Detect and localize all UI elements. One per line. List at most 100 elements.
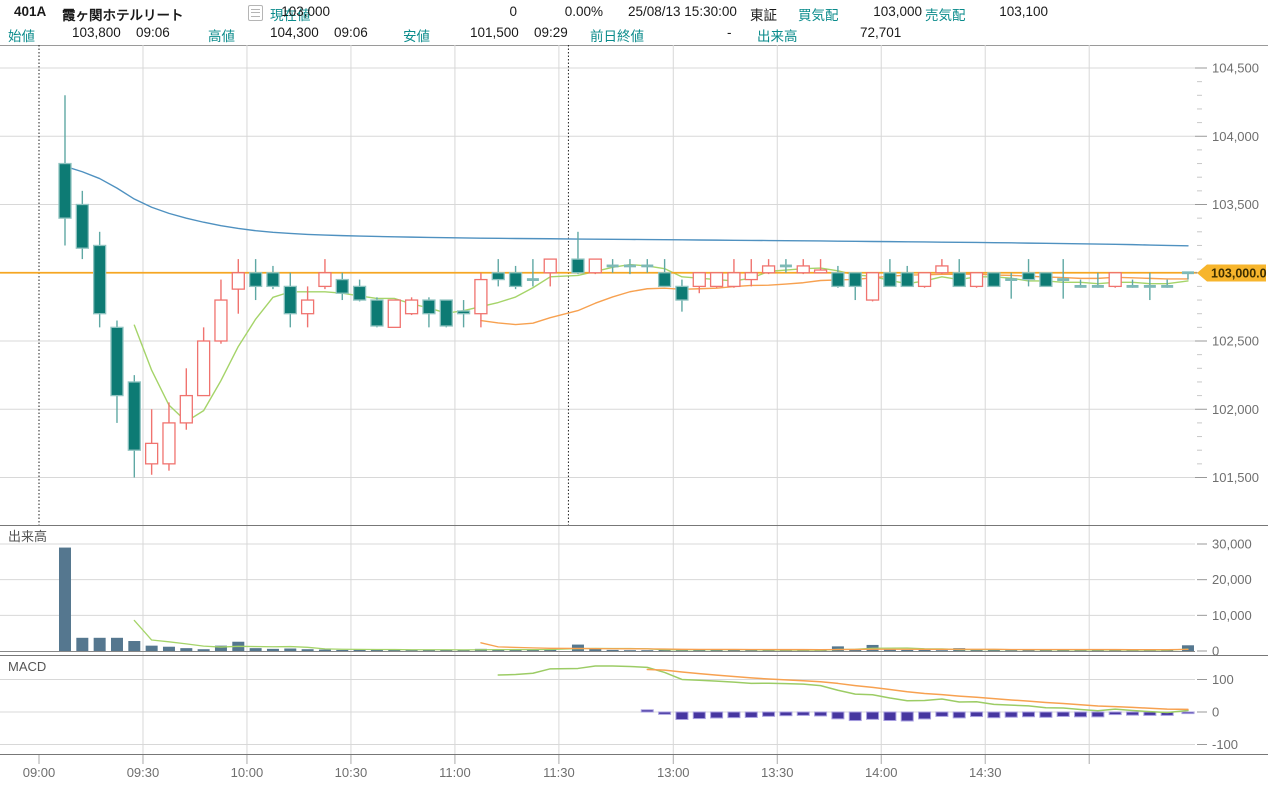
macd-histogram-bar (987, 711, 1001, 719)
candle-up (543, 258, 557, 274)
candle-doji (1005, 278, 1018, 281)
price-volume-macd-chart[interactable]: 104,500 104,000 103,500 102,500 102,000 101,5… (0, 45, 1268, 789)
macd-histogram-bar (744, 711, 758, 718)
high-time: 09:06 (334, 25, 368, 40)
volume-bar (526, 649, 539, 651)
price-change-percent: 0.00% (564, 4, 603, 19)
time-axis-label: 13:00 (657, 765, 690, 780)
volume-label: 出来高 (757, 29, 798, 44)
volume-bar (745, 650, 758, 651)
price-axis-label: 103,500 (1212, 197, 1259, 212)
candle-doji (1091, 285, 1104, 288)
volume-bar (93, 637, 106, 651)
macd-axis-label: 0 (1212, 705, 1219, 720)
macd-histogram-bar (918, 711, 932, 720)
candle-up (709, 272, 724, 288)
candle-down (75, 203, 89, 249)
current-price-value: 103,000 (281, 4, 330, 19)
candle-down (335, 278, 349, 294)
volume-bar (353, 649, 366, 651)
volume-bar (422, 649, 435, 651)
exchange-name: 東証 (750, 8, 777, 23)
volume-bar (623, 650, 636, 651)
price-axis-label: 102,000 (1212, 402, 1259, 417)
ticker-code: 401A (14, 4, 47, 19)
macd-histogram-bar (675, 711, 689, 720)
candle-down (675, 285, 689, 301)
macd-histogram-bar (848, 711, 862, 722)
macd-line (497, 665, 1189, 714)
candle-down (491, 272, 505, 281)
macd-histogram-bar (710, 711, 724, 719)
volume-bar (509, 649, 522, 651)
volume-bar (76, 637, 89, 651)
candle-doji (1181, 271, 1194, 275)
macd-histogram-bar (727, 711, 741, 719)
macd-axis-label: -100 (1212, 737, 1238, 752)
candle-up (404, 299, 419, 315)
last-price-tag-text: 103,000.0 (1211, 267, 1267, 281)
candle-up (318, 272, 332, 288)
candle-up (144, 442, 159, 465)
macd-histogram-bar (1022, 711, 1036, 718)
volume-bar (987, 649, 1000, 651)
ask-value: 103,100 (999, 4, 1048, 19)
low-value: 101,500 (470, 25, 519, 40)
last-price-tag: 103,000.0 (1197, 264, 1267, 282)
volume-axis-label: 0 (1212, 644, 1219, 659)
candle-up (300, 299, 315, 315)
time-axis-label: 10:00 (231, 765, 264, 780)
volume-bar (849, 649, 862, 651)
candle-down (248, 272, 263, 288)
candle-up (917, 272, 932, 288)
low-time: 09:29 (534, 25, 568, 40)
candle-down (370, 299, 384, 327)
ask-label: 売気配 (925, 8, 966, 23)
quote-header: 401A 霞ヶ関ホテルリート 現在値 103,000 0 0.00% 25/08… (0, 0, 1268, 46)
candle-up (727, 272, 741, 288)
volume-bar (180, 648, 193, 651)
price-axis-label: 104,000 (1212, 129, 1259, 144)
open-time: 09:06 (136, 25, 170, 40)
price-axis-label: 101,500 (1212, 470, 1259, 485)
macd-histogram-bar (762, 711, 776, 717)
high-value: 104,300 (270, 25, 319, 40)
candle-doji (779, 264, 792, 268)
volume-bar (1022, 650, 1035, 651)
high-label: 高値 (208, 29, 235, 44)
candle-up (935, 265, 949, 274)
price-axis-label: 104,500 (1212, 61, 1259, 76)
volume-bar (606, 649, 619, 651)
candle-up (588, 258, 602, 274)
axis-layer: 104,500 104,000 103,500 102,500 102,000 101,5… (23, 61, 1259, 781)
volume-bar (301, 649, 314, 651)
candle-down (110, 326, 124, 397)
stock-name: 霞ヶ関ホテルリート (62, 8, 184, 23)
volume-bar (589, 648, 602, 651)
candle-doji (641, 264, 654, 268)
macd-histogram-bar (1108, 711, 1122, 716)
macd-histogram-bar (831, 711, 845, 720)
macd-histogram-bar (1056, 711, 1070, 717)
open-value: 103,800 (72, 25, 121, 40)
candle-down (848, 272, 862, 288)
candle-down (571, 258, 585, 274)
volume-bar (336, 649, 349, 651)
macd-histogram-bar (900, 711, 914, 722)
volume-bar (145, 645, 158, 651)
volume-bar (162, 646, 175, 651)
candle-doji (1161, 285, 1174, 288)
macd-histogram-bar (692, 711, 706, 720)
candle-up (214, 299, 228, 342)
order-board-icon[interactable] (248, 5, 263, 21)
macd-histogram-bar (1004, 711, 1018, 718)
macd-signal-line (646, 668, 1189, 711)
current-price-label: 現在値 (270, 8, 311, 23)
volume-bar (641, 650, 654, 651)
volume-bar (970, 649, 983, 651)
volume-ma5-line (133, 619, 1189, 651)
chart-area[interactable]: 104,500 104,000 103,500 102,500 102,000 101,5… (0, 45, 1268, 789)
volume-bar (918, 649, 931, 651)
volume-bar (249, 648, 262, 651)
